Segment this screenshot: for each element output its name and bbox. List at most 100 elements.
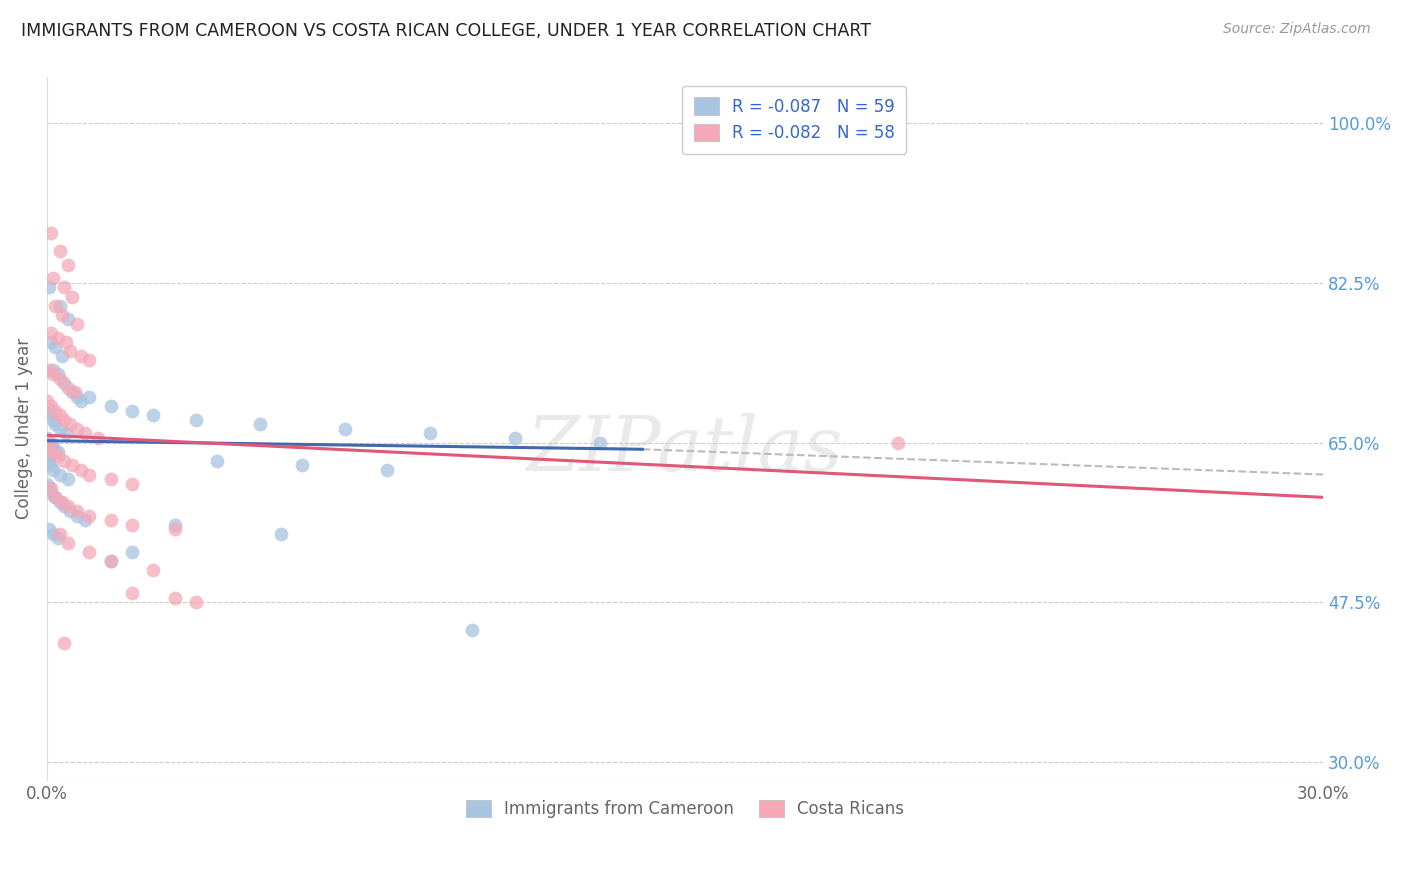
Point	[100, 513, 122, 527]
Point	[38, 280, 60, 294]
Point	[62, 289, 84, 303]
Point	[59, 344, 82, 359]
Point	[35, 449, 58, 463]
Point	[44, 444, 66, 458]
Point	[38, 481, 60, 495]
Point	[205, 454, 228, 468]
Point	[79, 390, 101, 404]
Point	[51, 495, 73, 509]
Point	[66, 504, 89, 518]
Point	[333, 422, 356, 436]
Point	[63, 385, 86, 400]
Point	[35, 431, 58, 445]
Point	[46, 444, 69, 458]
Point	[38, 435, 60, 450]
Point	[66, 422, 89, 436]
Point	[100, 472, 122, 486]
Point	[79, 467, 101, 482]
Point	[121, 476, 143, 491]
Point	[886, 435, 908, 450]
Point	[42, 271, 65, 285]
Point	[66, 508, 89, 523]
Point	[59, 417, 82, 432]
Point	[184, 413, 207, 427]
Point	[44, 403, 66, 417]
Point	[249, 417, 271, 432]
Point	[56, 500, 79, 514]
Point	[70, 349, 93, 363]
Point	[46, 532, 69, 546]
Point	[38, 522, 60, 536]
Point	[39, 335, 62, 350]
Point	[51, 308, 73, 322]
Point	[48, 244, 70, 258]
Point	[66, 317, 89, 331]
Point	[48, 422, 70, 436]
Point	[51, 349, 73, 363]
Point	[461, 623, 484, 637]
Point	[503, 431, 526, 445]
Point	[39, 435, 62, 450]
Text: IMMIGRANTS FROM CAMEROON VS COSTA RICAN COLLEGE, UNDER 1 YEAR CORRELATION CHART: IMMIGRANTS FROM CAMEROON VS COSTA RICAN …	[21, 22, 872, 40]
Point	[44, 491, 66, 505]
Point	[46, 449, 69, 463]
Point	[42, 367, 65, 381]
Point	[44, 491, 66, 505]
Point	[163, 517, 186, 532]
Point	[39, 226, 62, 240]
Point	[44, 417, 66, 432]
Point	[42, 362, 65, 376]
Point	[38, 362, 60, 376]
Point	[163, 591, 186, 605]
Point	[142, 563, 165, 577]
Point	[46, 330, 69, 344]
Point	[52, 500, 75, 514]
Point	[39, 408, 62, 422]
Y-axis label: College, Under 1 year: College, Under 1 year	[15, 338, 32, 519]
Point	[56, 472, 79, 486]
Point	[42, 526, 65, 541]
Point	[121, 517, 143, 532]
Point	[48, 526, 70, 541]
Point	[35, 476, 58, 491]
Point	[55, 335, 77, 350]
Point	[48, 467, 70, 482]
Point	[42, 413, 65, 427]
Point	[75, 426, 97, 441]
Point	[291, 458, 314, 473]
Point	[142, 408, 165, 422]
Point	[62, 385, 84, 400]
Point	[56, 258, 79, 272]
Point	[42, 463, 65, 477]
Point	[46, 367, 69, 381]
Point	[87, 431, 110, 445]
Point	[42, 444, 65, 458]
Point	[70, 394, 93, 409]
Point	[121, 403, 143, 417]
Point	[100, 399, 122, 413]
Point	[52, 280, 75, 294]
Point	[52, 636, 75, 650]
Point	[38, 403, 60, 417]
Point	[589, 435, 612, 450]
Point	[79, 508, 101, 523]
Point	[79, 545, 101, 559]
Legend: Immigrants from Cameroon, Costa Ricans: Immigrants from Cameroon, Costa Ricans	[460, 793, 911, 825]
Point	[44, 299, 66, 313]
Text: ZIPatlas: ZIPatlas	[527, 413, 844, 487]
Point	[39, 458, 62, 473]
Point	[100, 554, 122, 568]
Point	[121, 586, 143, 600]
Point	[56, 536, 79, 550]
Point	[48, 299, 70, 313]
Point	[39, 481, 62, 495]
Point	[79, 353, 101, 368]
Point	[100, 554, 122, 568]
Point	[39, 399, 62, 413]
Point	[59, 504, 82, 518]
Point	[70, 463, 93, 477]
Point	[62, 458, 84, 473]
Point	[44, 340, 66, 354]
Point	[75, 513, 97, 527]
Point	[375, 463, 398, 477]
